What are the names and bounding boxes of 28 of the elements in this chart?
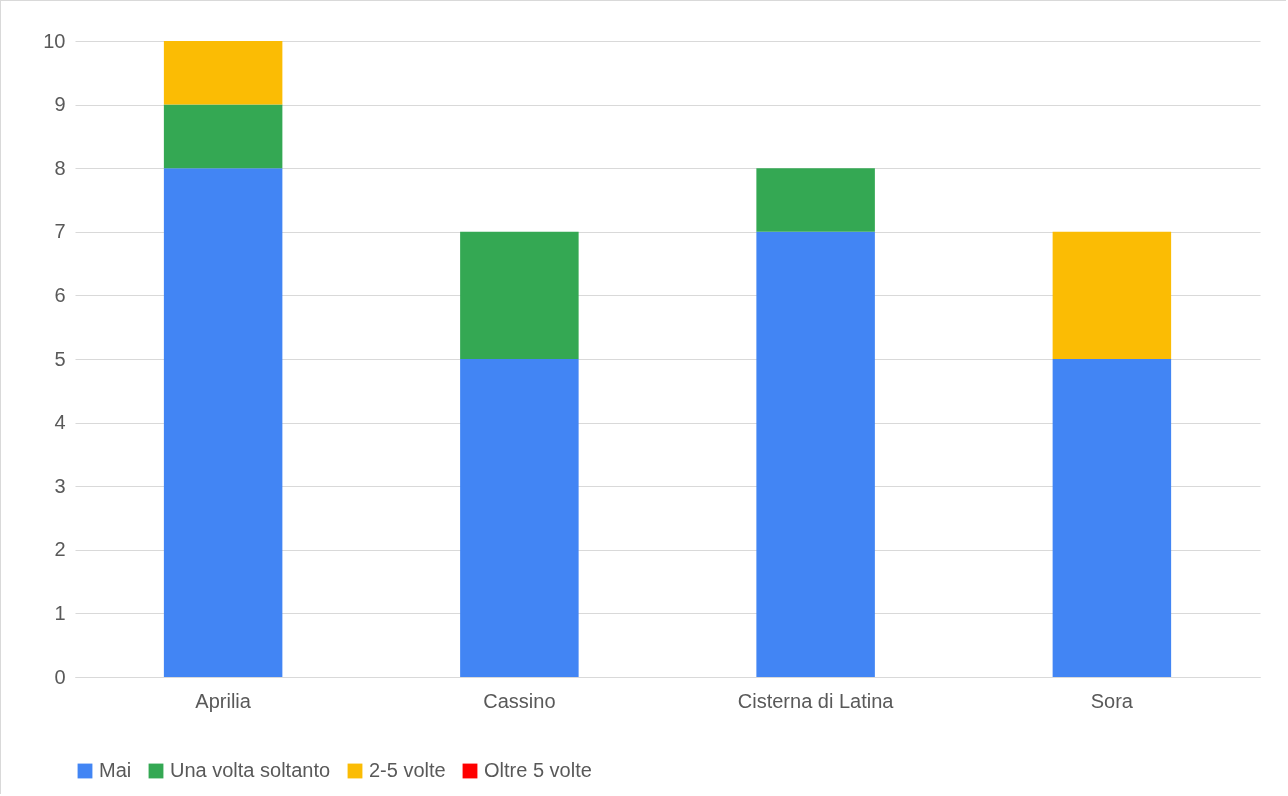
bar <box>756 168 875 232</box>
y-tick-label: 0 <box>54 665 66 688</box>
y-tick-label: 1 <box>54 601 66 624</box>
bar <box>1052 359 1172 677</box>
y-tick-label: 6 <box>54 283 66 306</box>
y-tick-label: 2 <box>54 538 66 561</box>
bar <box>1052 231 1172 359</box>
bar <box>460 231 579 359</box>
y-tick-label: 10 <box>43 29 66 52</box>
x-tick-label: Aprilia <box>195 689 252 712</box>
y-tick-label: 4 <box>54 411 66 434</box>
y-tick-label: 8 <box>54 156 66 179</box>
bar <box>163 168 283 677</box>
legend-label: 2-5 volte <box>369 759 446 781</box>
x-tick-label: Cassino <box>483 689 556 712</box>
y-tick-label: 9 <box>54 93 66 116</box>
x-tick-label: Sora <box>1090 689 1134 712</box>
bar <box>163 104 283 169</box>
legend-label: Una volta soltanto <box>170 759 331 781</box>
legend-label: Mai <box>99 759 132 781</box>
bar <box>460 359 579 677</box>
x-tick-label: Cisterna di Latina <box>737 689 895 712</box>
y-tick-label: 5 <box>54 347 66 370</box>
legend-label: Oltre 5 volte <box>484 759 592 781</box>
y-tick-label: 3 <box>54 474 66 497</box>
bar <box>756 231 875 677</box>
bar <box>163 41 283 105</box>
y-tick-label: 7 <box>54 220 66 243</box>
